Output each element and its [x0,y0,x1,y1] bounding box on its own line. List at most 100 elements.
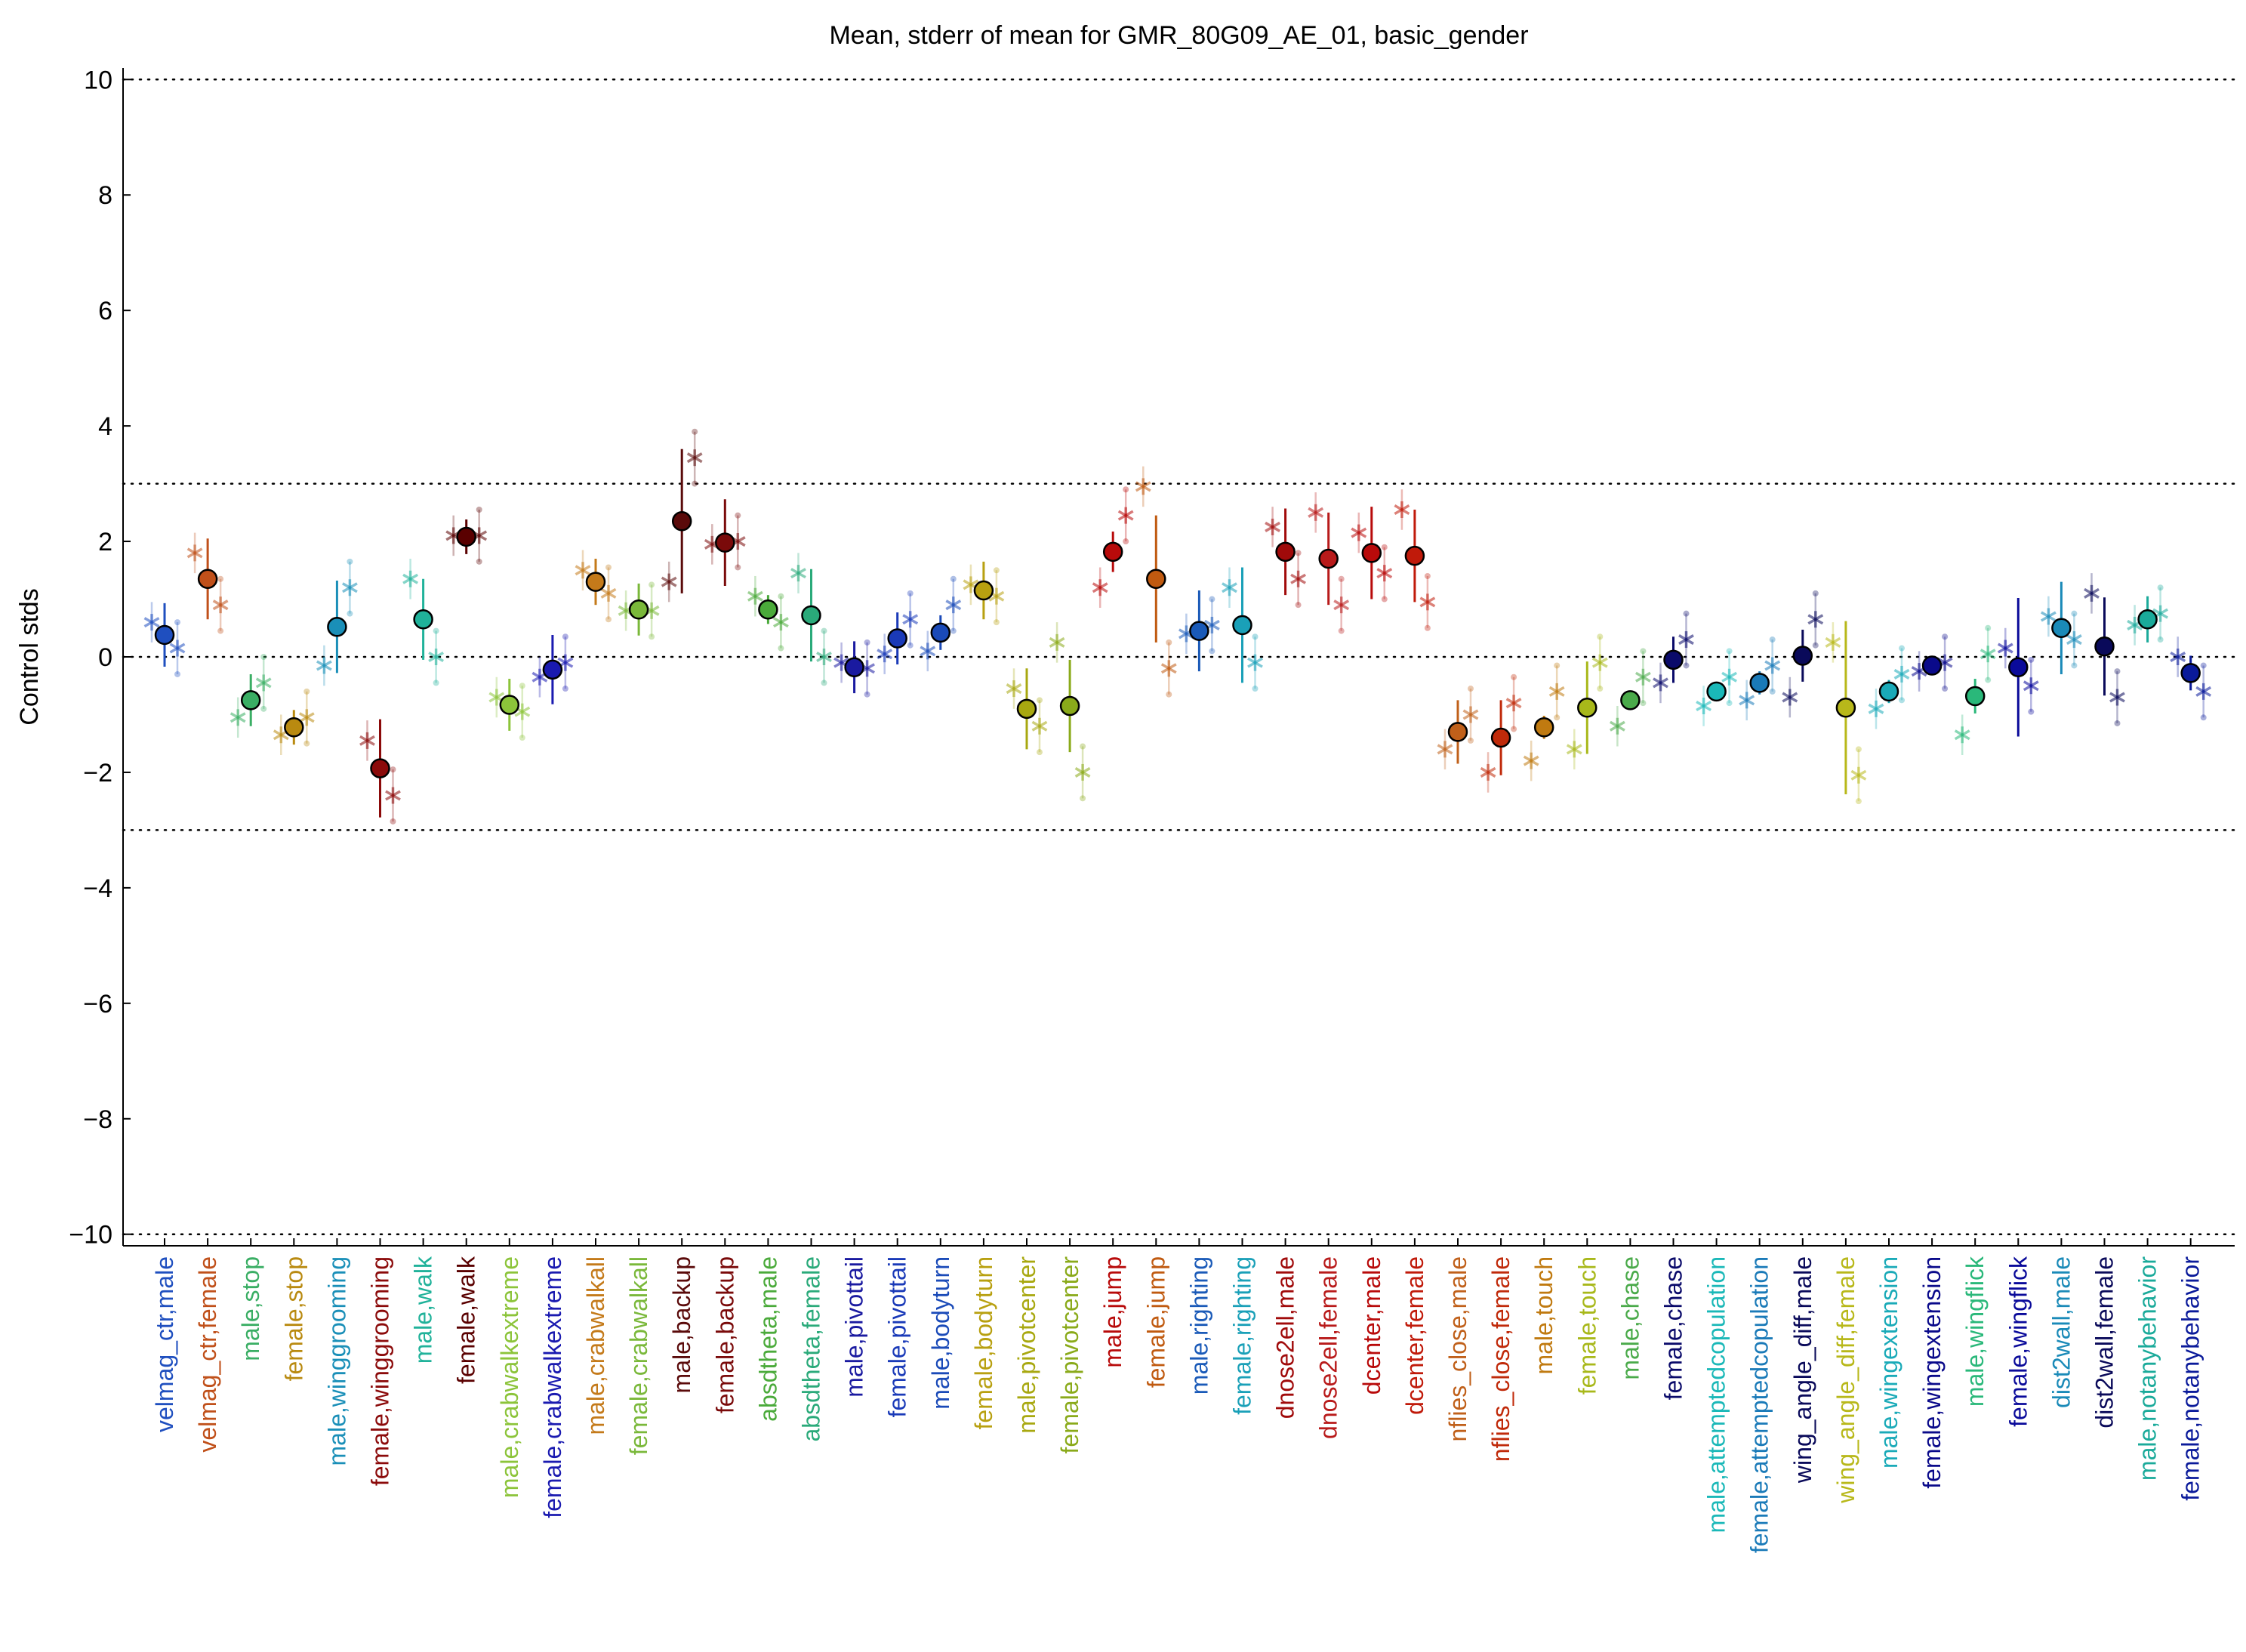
subject-star-marker [1265,519,1280,535]
subject-dot [519,683,525,689]
subject-dot [1080,744,1086,750]
y-tick-label: 0 [98,643,112,672]
mean-marker [2182,664,2200,682]
subject-dot [303,689,310,695]
subject-dot [2158,584,2164,590]
subject-dot [1727,700,1733,706]
mean-marker [932,624,950,642]
chart-figure: Mean, stderr of mean for GMR_80G09_AE_01… [0,0,2246,1652]
y-tick-label: 2 [98,528,112,556]
category-group [963,562,1003,625]
subject-dot [1554,662,1560,668]
mean-marker [285,718,303,736]
subject-star-marker [791,565,806,581]
subject-dot [303,741,310,747]
category-group [446,507,486,565]
subject-dot [1425,573,1431,579]
x-tick-label: male,pivotcenter [1013,1256,1040,1434]
subject-star-marker [1550,683,1564,700]
mean-marker [1363,544,1381,562]
subject-dot [907,590,913,596]
subject-dot [735,564,741,570]
subject-star-marker [1765,657,1779,673]
subject-star-marker [1162,660,1176,677]
subject-dot [994,567,1000,573]
subject-dot [778,646,784,652]
y-axis-label: Control stds [15,588,44,725]
subject-star-marker [317,657,331,673]
y-tick-label: 6 [98,297,112,325]
subject-dot [649,581,655,587]
category-group [1437,686,1477,769]
subject-dot [1296,602,1302,608]
subject-star-marker [1463,706,1477,723]
subject-star-marker [1981,646,1995,662]
subject-star-marker [1524,753,1539,769]
category-group [1481,674,1521,793]
subject-dot [2071,662,2077,668]
x-tick-label: female,jump [1142,1256,1169,1388]
category-group [1869,646,1909,729]
mean-marker [759,600,777,618]
mean-marker [803,606,821,624]
x-tick-label: female,crabwalkextreme [539,1256,566,1518]
subject-star-marker [1437,741,1452,757]
mean-marker [156,626,174,644]
category-group [360,720,400,824]
subject-star-marker [2084,585,2099,602]
subject-star-marker [903,611,917,627]
subject-star-marker [1825,634,1840,651]
subject-dot [692,429,698,435]
x-tick-label: male,backup [668,1256,695,1393]
subject-dot [2071,611,2077,617]
subject-dot [1252,633,1259,640]
category-group [2084,573,2124,726]
mean-marker [1104,543,1122,561]
x-tick-label: female,righting [1229,1256,1256,1415]
subject-star-marker [1722,669,1736,686]
subject-dot [778,593,784,599]
x-tick-label: absdtheta,female [798,1256,825,1442]
category-group [1093,486,1133,608]
subject-dot [562,633,568,640]
subject-dot [562,686,568,692]
mean-marker [1708,683,1726,701]
x-tick-label: velmag_ctr,female [194,1256,221,1453]
subject-dot [1942,686,1948,692]
category-group [1265,507,1305,608]
y-tick-label: 8 [98,181,112,210]
subject-dot [1209,596,1215,603]
category-group [188,533,228,634]
subject-star-marker [214,596,228,613]
subject-dot [1985,625,1991,631]
x-tick-label: velmag_ctr,male [151,1256,178,1432]
x-tick-label: female,touch [1573,1256,1601,1395]
category-group [274,689,314,755]
subject-dot [174,619,180,625]
category-group [1351,507,1391,602]
subject-star-marker [386,787,400,804]
category-group [791,553,831,686]
y-tick-label: −10 [69,1221,112,1250]
subject-star-marker [1291,571,1305,587]
subject-dot [605,616,612,622]
mean-marker [1277,543,1295,561]
subject-dot [950,576,957,582]
subject-dot [692,481,698,487]
y-tick-label: 4 [98,412,112,441]
subject-dot [1813,643,1819,649]
x-tick-label: male,chase [1616,1256,1644,1380]
x-tick-label: dist2wall,female [2091,1256,2118,1429]
subject-star-marker [1334,596,1348,613]
subject-star-marker [1308,504,1323,521]
subject-star-marker [662,574,676,590]
category-group [2171,636,2211,720]
category-group [1222,567,1262,692]
x-tick-label: female,winggrooming [367,1256,394,1486]
category-group [1739,636,1779,720]
subject-star-marker [1006,680,1021,697]
y-tick-label: −6 [83,990,112,1019]
subject-star-marker [2196,683,2211,700]
x-tick-label: dnose2ell,male [1272,1256,1299,1419]
mean-marker [587,573,605,591]
